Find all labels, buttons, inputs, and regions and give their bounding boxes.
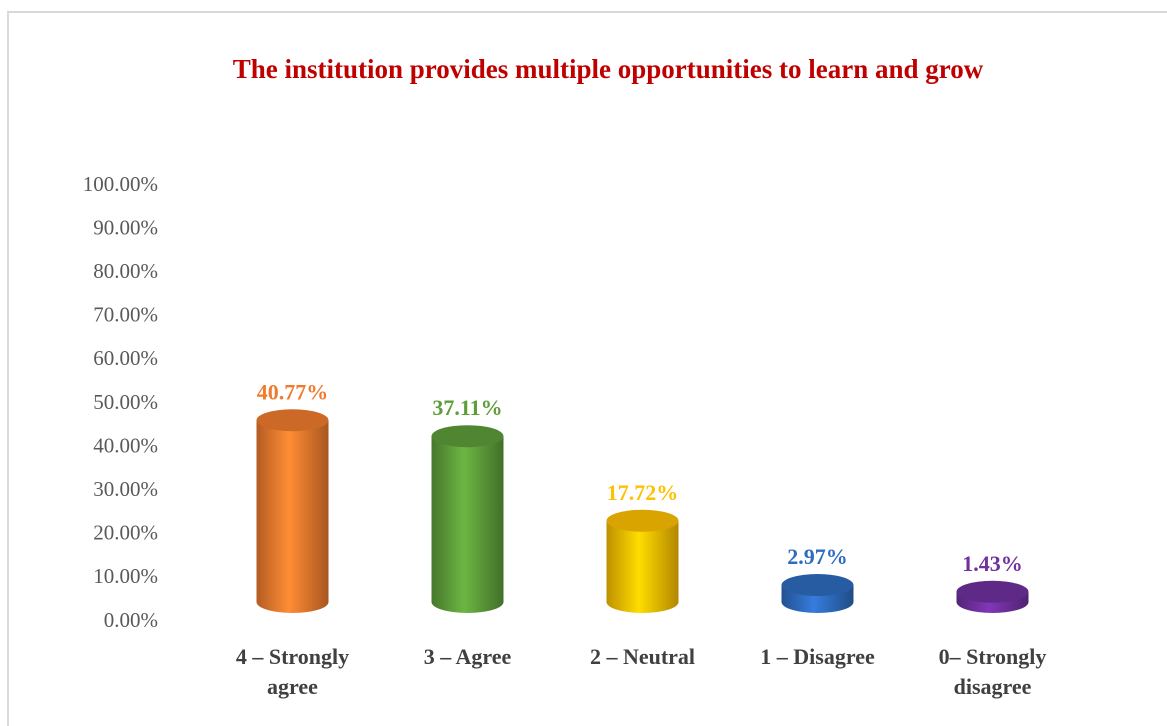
data-label: 17.72% — [607, 480, 679, 505]
x-tick-label: 0– Strongly disagree — [938, 644, 1047, 699]
bar — [256, 409, 329, 614]
x-tick-label: 4 – Strongly agree — [235, 644, 350, 699]
y-tick-label: 100.00% — [83, 172, 158, 196]
y-tick-label: 80.00% — [93, 259, 158, 283]
bar — [781, 574, 854, 614]
y-tick-label: 10.00% — [93, 564, 158, 588]
y-tick-label: 50.00% — [93, 390, 158, 414]
y-tick-label: 60.00% — [93, 346, 158, 370]
y-tick-label: 70.00% — [93, 303, 158, 327]
bar — [956, 580, 1029, 614]
x-tick-label: 3 – Agree — [423, 644, 512, 669]
data-label: 2.97% — [787, 544, 848, 569]
x-tick-label: 2 – Neutral — [589, 644, 696, 669]
data-label: 1.43% — [962, 551, 1023, 576]
bar-top — [606, 509, 679, 532]
data-label: 37.11% — [432, 395, 502, 420]
bar-body — [606, 520, 679, 614]
x-tick-label: 1 – Disagree — [760, 644, 875, 669]
bar-top — [431, 425, 504, 448]
data-label: 40.77% — [257, 379, 329, 404]
bar — [431, 425, 504, 614]
bar-top — [956, 580, 1029, 603]
chart-border — [7, 11, 1167, 726]
bar-top — [781, 574, 854, 597]
bar-body — [256, 420, 329, 614]
y-tick-label: 30.00% — [93, 477, 158, 501]
bar-top — [256, 409, 329, 432]
bar — [606, 509, 679, 614]
y-tick-label: 90.00% — [93, 215, 158, 239]
y-tick-label: 40.00% — [93, 433, 158, 457]
y-tick-label: 20.00% — [93, 521, 158, 545]
bar-body — [431, 436, 504, 614]
chart-title: The institution provides multiple opport… — [233, 54, 984, 84]
y-tick-label: 0.00% — [104, 608, 158, 632]
